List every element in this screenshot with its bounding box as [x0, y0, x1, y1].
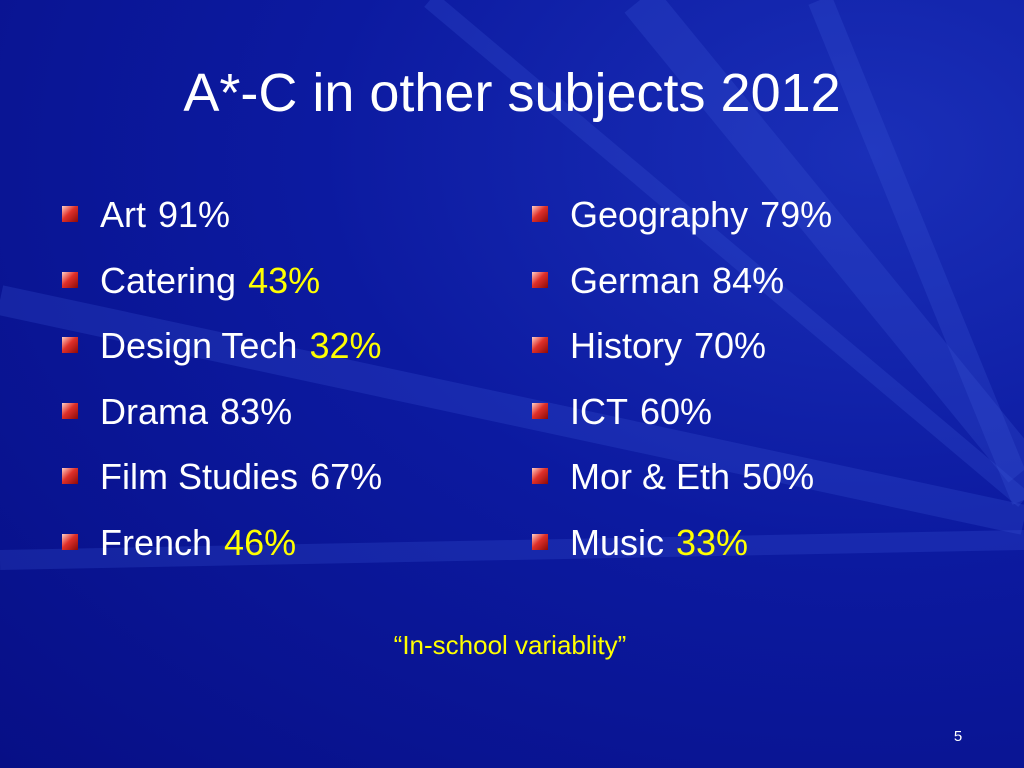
item-text: ICT 60%: [570, 387, 712, 437]
bullet: [532, 468, 548, 484]
subject-name: Design Tech: [100, 325, 298, 366]
item-text: Mor & Eth 50%: [570, 452, 814, 502]
item-text: Film Studies 67%: [100, 452, 382, 502]
bullet: [62, 533, 78, 550]
subject-name: Art: [100, 194, 147, 235]
bullet: [62, 271, 78, 288]
bullet: [532, 533, 548, 550]
subject-name: ICT: [570, 390, 628, 432]
item-text: Art 91%: [100, 190, 230, 240]
bullet: [62, 468, 78, 484]
bullet: [62, 402, 78, 419]
subject-name: Drama: [100, 390, 209, 432]
subject-name: Music: [570, 521, 665, 563]
score: 50%: [742, 456, 815, 497]
bullet: [62, 337, 78, 353]
score: 70%: [694, 325, 767, 366]
score: 60%: [640, 390, 713, 432]
subject-name: Catering: [100, 259, 237, 301]
bullet: [532, 337, 548, 353]
subject-name: German: [570, 259, 701, 301]
item-text: Music 33%: [570, 518, 748, 568]
page-number: 5: [953, 728, 963, 745]
score: 33%: [676, 521, 749, 563]
subject-name: French: [100, 521, 213, 563]
slide-title: A*-C in other subjects 2012: [183, 63, 841, 123]
score: 67%: [310, 456, 383, 497]
item-text: Drama 83%: [100, 387, 292, 437]
item-text: Design Tech 32%: [100, 321, 382, 371]
subject-name: History: [570, 325, 683, 366]
score: 83%: [220, 390, 293, 432]
subject-name: Mor & Eth: [570, 456, 731, 497]
item-text: History 70%: [570, 321, 766, 371]
score: 43%: [248, 259, 321, 301]
note: “In-school variablity”: [393, 630, 627, 660]
item-text: German 84%: [570, 256, 784, 306]
bullet: [62, 206, 78, 222]
item-text: Geography 79%: [570, 190, 832, 240]
bullet: [532, 206, 548, 222]
item-text: Catering 43%: [100, 256, 320, 306]
score: 91%: [158, 194, 231, 235]
subject-name: Geography: [570, 194, 749, 235]
score: 79%: [760, 194, 833, 235]
bullet: [532, 402, 548, 419]
score: 46%: [224, 521, 297, 563]
subject-name: Film Studies: [100, 456, 299, 497]
score: 84%: [712, 259, 785, 301]
bullet: [532, 271, 548, 288]
item-text: French 46%: [100, 518, 296, 568]
score: 32%: [309, 325, 382, 366]
